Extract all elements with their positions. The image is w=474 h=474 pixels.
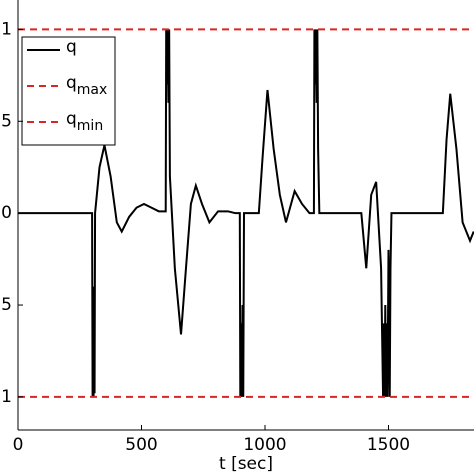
x-tick-label: 1500	[367, 435, 410, 455]
plot-area	[18, 28, 474, 398]
y-tick-label: 5	[1, 295, 12, 315]
legend-label: qmin	[66, 109, 103, 134]
x-axis-label: t [sec]	[219, 454, 273, 474]
x-tick-label: 500	[125, 435, 157, 455]
y-tick-label: 1	[1, 19, 12, 39]
legend-subscript: min	[77, 118, 103, 134]
y-tick-label: 0	[1, 203, 12, 223]
legend-name: q	[66, 109, 77, 129]
legend-label: q	[66, 37, 77, 57]
legend-subscript: max	[77, 82, 108, 98]
y-tick-label: 1	[1, 387, 12, 407]
legend-name: q	[66, 37, 77, 57]
legend-box	[21, 36, 116, 146]
x-tick-label: 1000	[243, 435, 286, 455]
x-tick-label: 0	[13, 435, 24, 455]
legend-label: qmax	[66, 73, 107, 98]
legend-name: q	[66, 73, 77, 93]
series-line	[18, 29, 474, 397]
y-tick-label: 5	[1, 111, 12, 131]
